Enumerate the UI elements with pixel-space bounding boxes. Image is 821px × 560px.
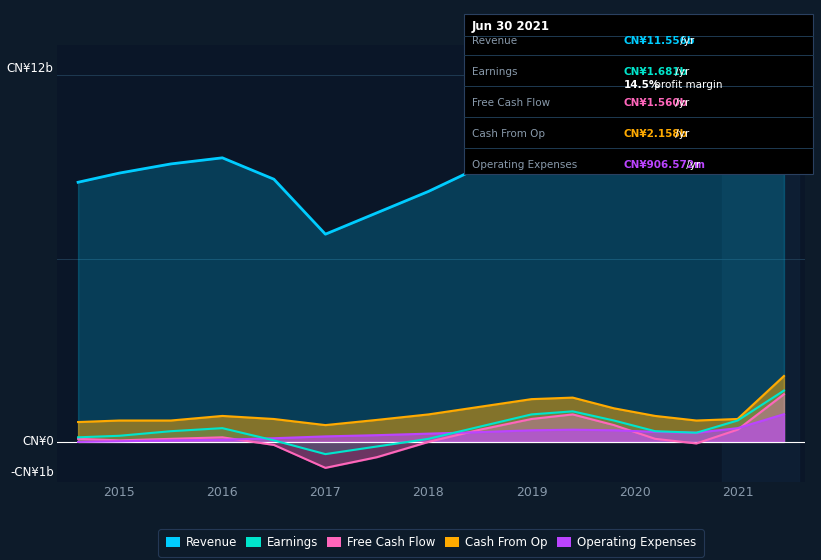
Text: Revenue: Revenue	[472, 36, 517, 46]
Text: /yr: /yr	[672, 98, 690, 108]
Text: CN¥12b: CN¥12b	[7, 62, 53, 76]
Text: 14.5%: 14.5%	[624, 80, 660, 90]
Text: Operating Expenses: Operating Expenses	[472, 160, 577, 170]
Text: CN¥2.158b: CN¥2.158b	[624, 129, 688, 139]
Text: Free Cash Flow: Free Cash Flow	[472, 98, 550, 108]
Text: CN¥906.572m: CN¥906.572m	[624, 160, 706, 170]
Text: profit margin: profit margin	[650, 80, 722, 90]
Text: CN¥1.560b: CN¥1.560b	[624, 98, 688, 108]
Text: Jun 30 2021: Jun 30 2021	[472, 20, 550, 33]
Text: Cash From Op: Cash From Op	[472, 129, 545, 139]
Bar	[722, 45, 800, 482]
Text: Earnings: Earnings	[472, 67, 517, 77]
Text: CN¥0: CN¥0	[22, 435, 53, 449]
Text: /yr: /yr	[672, 67, 690, 77]
Text: -CN¥1b: -CN¥1b	[10, 466, 53, 479]
Text: CN¥1.681b: CN¥1.681b	[624, 67, 688, 77]
Text: CN¥11.556b: CN¥11.556b	[624, 36, 695, 46]
Text: /yr: /yr	[683, 160, 700, 170]
Text: /yr: /yr	[672, 129, 690, 139]
Text: /yr: /yr	[677, 36, 695, 46]
Legend: Revenue, Earnings, Free Cash Flow, Cash From Op, Operating Expenses: Revenue, Earnings, Free Cash Flow, Cash …	[158, 529, 704, 557]
